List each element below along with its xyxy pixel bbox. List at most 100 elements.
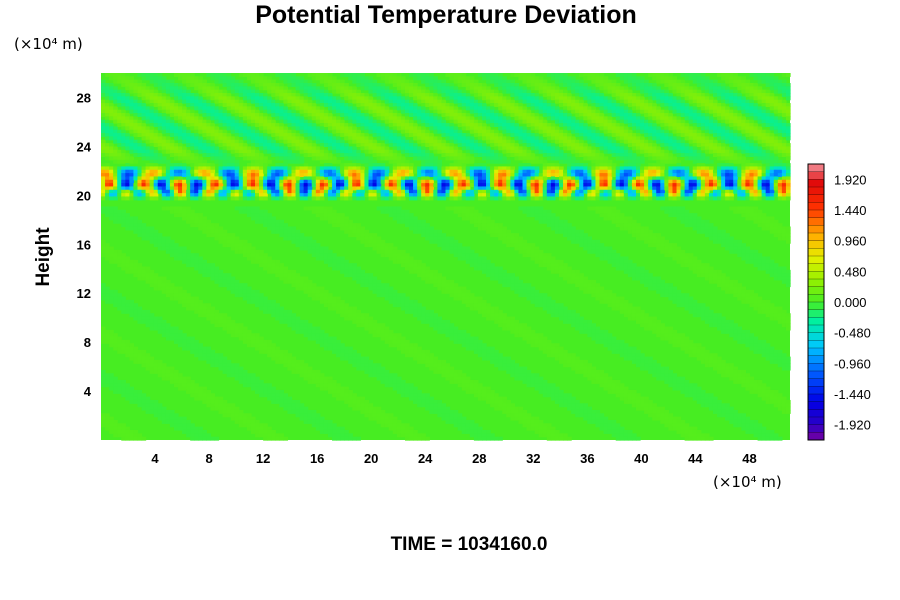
field-cell bbox=[125, 166, 130, 171]
field-cell bbox=[437, 83, 443, 87]
field-cell bbox=[214, 396, 220, 401]
field-cell bbox=[178, 379, 183, 384]
field-cell bbox=[279, 183, 284, 188]
field-cell bbox=[283, 319, 289, 324]
field-cell bbox=[356, 406, 361, 411]
field-cell bbox=[169, 176, 175, 181]
field-cell bbox=[311, 149, 317, 154]
field-cell bbox=[113, 189, 118, 194]
field-cell bbox=[327, 123, 333, 127]
field-cell bbox=[157, 403, 163, 408]
field-cell bbox=[109, 259, 114, 264]
field-cell bbox=[226, 173, 232, 178]
field-cell bbox=[182, 163, 187, 168]
field-cell bbox=[230, 79, 236, 84]
field-cell bbox=[133, 146, 139, 151]
field-cell bbox=[344, 263, 349, 268]
field-cell bbox=[356, 116, 361, 121]
field-cell bbox=[392, 289, 398, 294]
field-cell bbox=[376, 366, 382, 371]
field-cell bbox=[441, 143, 447, 147]
field-cell bbox=[376, 119, 382, 124]
field-cell bbox=[121, 103, 126, 107]
field-cell bbox=[291, 153, 297, 158]
field-cell bbox=[323, 93, 329, 97]
field-cell bbox=[303, 279, 309, 284]
field-cell bbox=[255, 299, 260, 304]
field-cell bbox=[157, 189, 163, 194]
field-cell bbox=[202, 386, 207, 391]
field-cell bbox=[340, 83, 345, 87]
field-cell bbox=[352, 359, 357, 364]
field-cell bbox=[230, 279, 236, 284]
field-cell bbox=[336, 183, 341, 188]
field-cell bbox=[344, 353, 349, 358]
field-cell bbox=[117, 386, 122, 391]
field-cell bbox=[267, 219, 272, 224]
field-cell bbox=[437, 323, 443, 328]
field-cell bbox=[109, 73, 114, 77]
field-cell bbox=[186, 93, 191, 97]
field-cell bbox=[409, 173, 414, 178]
field-cell bbox=[348, 103, 353, 107]
field-cell bbox=[206, 229, 212, 234]
field-cell bbox=[198, 259, 203, 264]
field-cell bbox=[372, 169, 378, 174]
field-cell bbox=[238, 139, 244, 144]
field-cell bbox=[323, 336, 329, 341]
field-cell bbox=[388, 159, 394, 164]
field-cell bbox=[186, 389, 191, 394]
field-cell bbox=[263, 149, 268, 154]
field-cell bbox=[307, 143, 313, 147]
field-cell bbox=[295, 143, 301, 147]
field-cell bbox=[109, 86, 114, 91]
field-cell bbox=[218, 176, 224, 181]
field-cell bbox=[344, 356, 349, 361]
field-cell bbox=[311, 326, 317, 331]
field-cell bbox=[380, 83, 386, 87]
field-cell bbox=[226, 323, 232, 328]
field-cell bbox=[218, 233, 224, 238]
field-cell bbox=[336, 393, 341, 398]
field-cell bbox=[137, 403, 143, 408]
field-cell bbox=[113, 419, 118, 424]
field-cell bbox=[421, 433, 426, 438]
field-cell bbox=[425, 173, 430, 178]
field-cell bbox=[360, 236, 366, 241]
field-cell bbox=[117, 346, 122, 351]
field-cell bbox=[311, 109, 317, 114]
field-cell bbox=[295, 239, 301, 244]
field-cell bbox=[299, 416, 305, 421]
field-cell bbox=[137, 353, 143, 358]
field-cell bbox=[404, 209, 410, 214]
field-cell bbox=[433, 106, 438, 111]
field-cell bbox=[360, 123, 366, 127]
field-cell bbox=[238, 413, 244, 418]
field-cell bbox=[161, 206, 167, 211]
field-cell bbox=[113, 106, 118, 111]
field-cell bbox=[109, 179, 114, 184]
field-cell bbox=[441, 369, 447, 374]
field-cell bbox=[242, 133, 248, 137]
field-cell bbox=[319, 136, 325, 141]
field-cell bbox=[368, 76, 374, 81]
field-cell bbox=[323, 96, 329, 101]
field-cell bbox=[263, 393, 268, 398]
field-cell bbox=[364, 406, 370, 411]
field-cell bbox=[356, 436, 361, 441]
plot-area bbox=[101, 73, 791, 441]
field-cell bbox=[372, 323, 378, 328]
field-cell bbox=[246, 176, 252, 181]
field-cell bbox=[157, 329, 163, 334]
field-cell bbox=[182, 376, 187, 381]
field-cell bbox=[311, 166, 317, 171]
field-cell bbox=[271, 113, 276, 117]
field-cell bbox=[368, 366, 374, 371]
field-cell bbox=[194, 346, 199, 351]
field-cell bbox=[299, 369, 305, 374]
field-cell bbox=[303, 246, 309, 251]
field-cell bbox=[433, 103, 438, 107]
field-cell bbox=[384, 246, 390, 251]
field-cell bbox=[153, 73, 159, 77]
field-cell bbox=[332, 189, 337, 194]
